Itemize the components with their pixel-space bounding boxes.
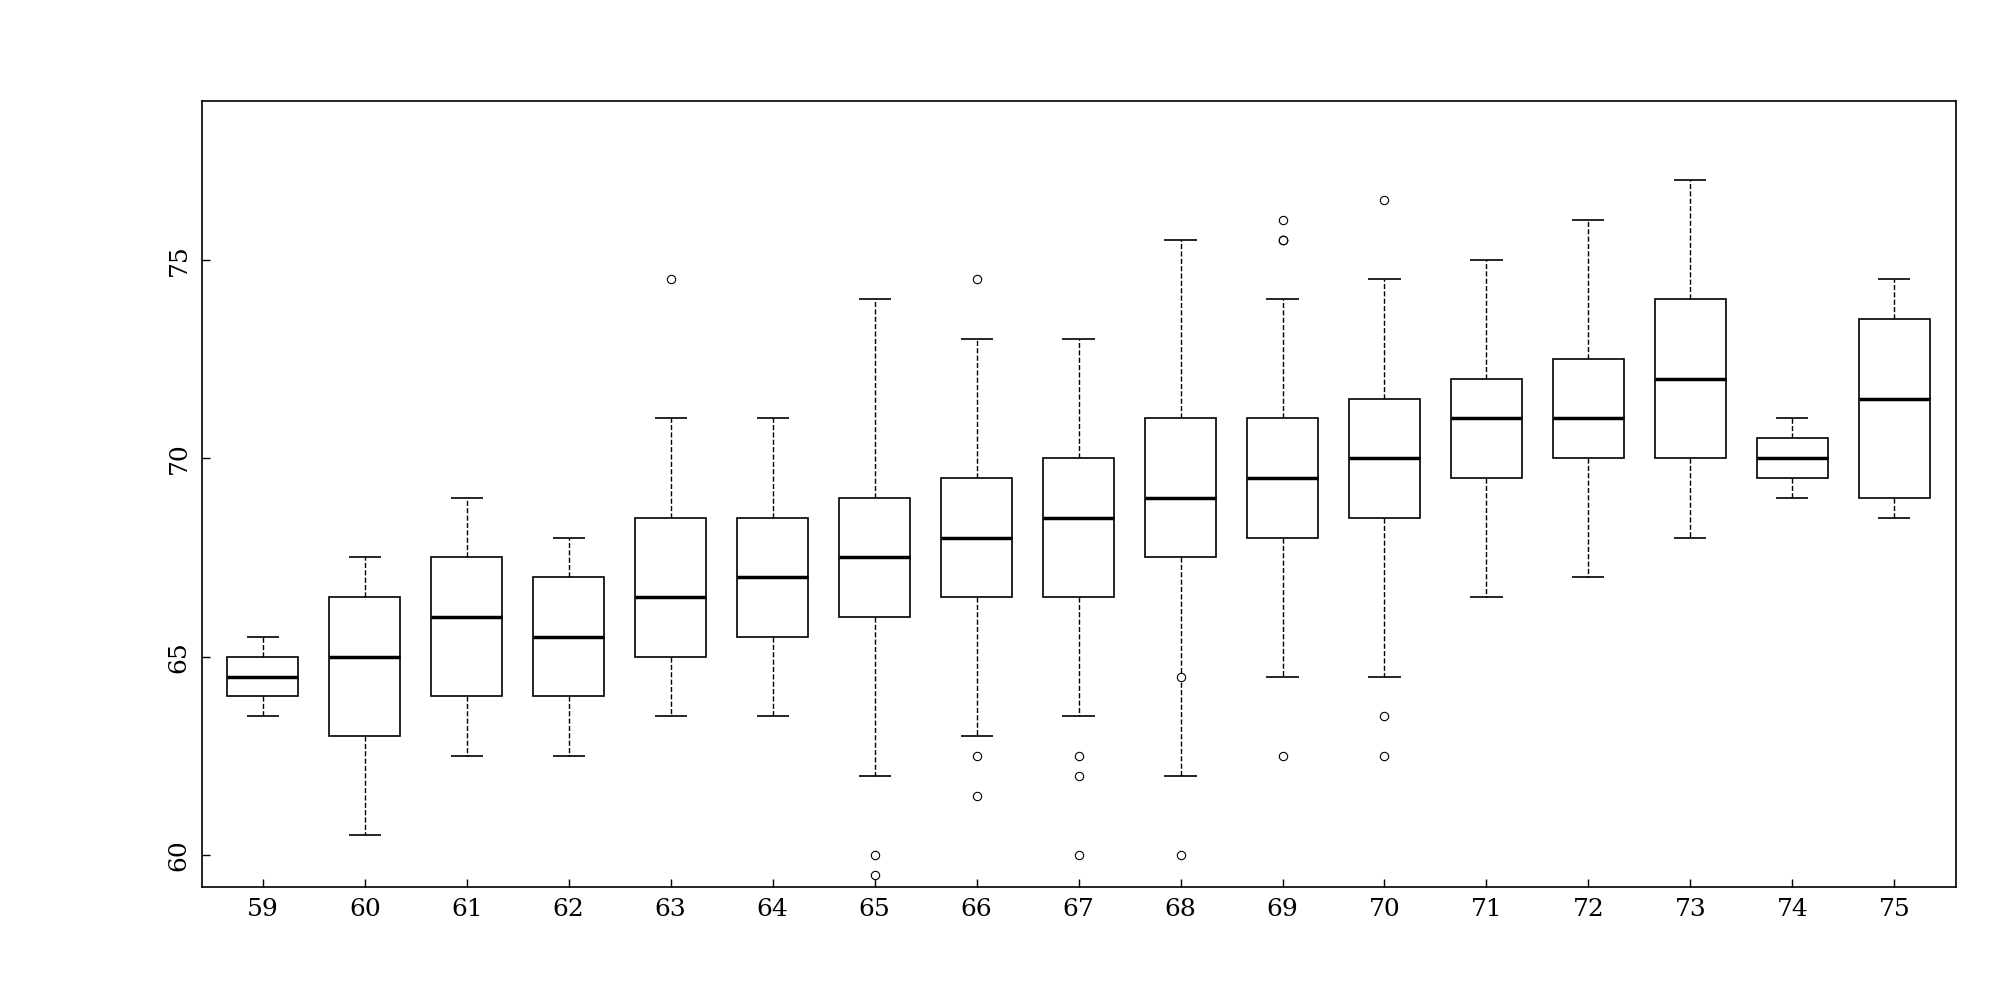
Bar bbox=[738, 518, 808, 637]
Bar bbox=[635, 518, 706, 657]
Bar bbox=[839, 498, 911, 617]
Bar bbox=[329, 597, 401, 736]
Bar bbox=[1552, 359, 1625, 459]
Bar bbox=[1145, 418, 1216, 557]
Bar bbox=[1756, 438, 1829, 478]
Bar bbox=[1655, 299, 1726, 459]
Bar bbox=[1859, 320, 1929, 498]
Bar bbox=[941, 478, 1012, 597]
Bar bbox=[532, 578, 605, 697]
Bar bbox=[1349, 398, 1419, 518]
Bar bbox=[1452, 379, 1522, 478]
Bar bbox=[228, 657, 298, 697]
Bar bbox=[431, 557, 502, 697]
Bar bbox=[1246, 418, 1318, 537]
Bar bbox=[1042, 459, 1115, 597]
